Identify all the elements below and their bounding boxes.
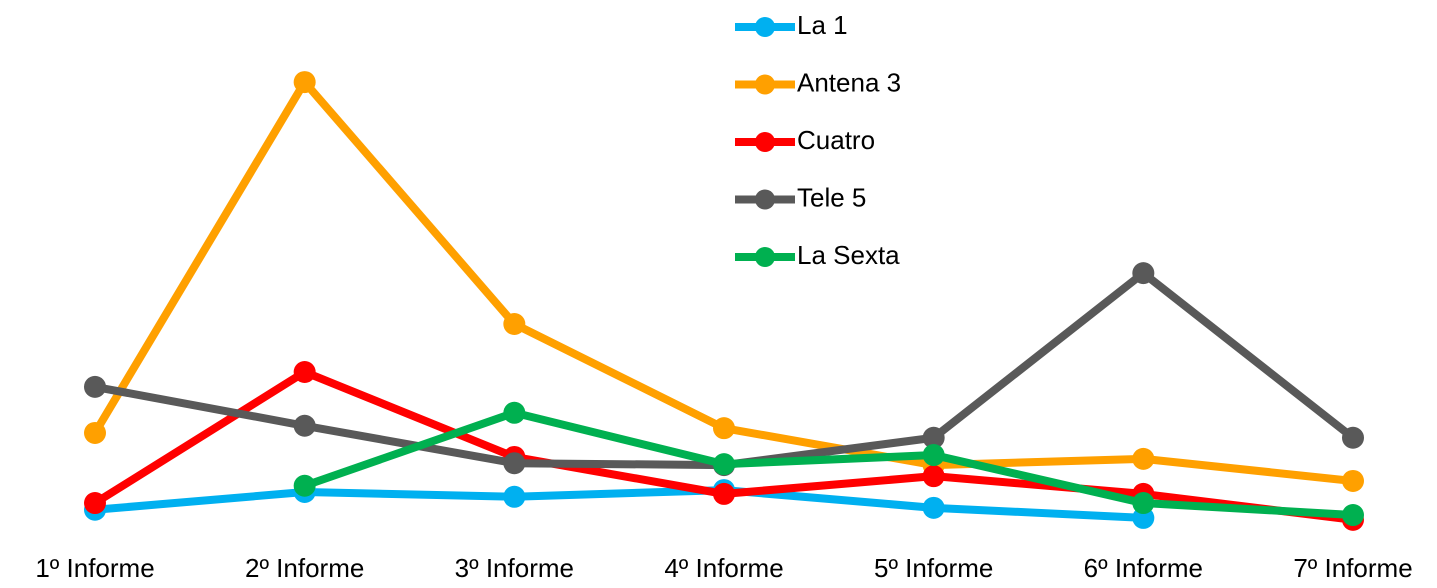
series-marker xyxy=(503,401,526,424)
series-line xyxy=(303,408,1354,520)
x-tick-label: 7º Informe xyxy=(1293,553,1412,583)
series-marker xyxy=(1132,447,1155,470)
x-tick-label: 2º Informe xyxy=(245,553,364,583)
legend-label: La Sexta xyxy=(797,240,900,270)
series-marker xyxy=(1342,504,1364,527)
legend-marker xyxy=(755,132,775,152)
x-tick-label: 6º Informe xyxy=(1084,553,1203,583)
legend-marker xyxy=(755,74,775,95)
series-marker xyxy=(1342,469,1364,492)
series-marker xyxy=(503,485,526,508)
x-tick-label: 3º Informe xyxy=(455,553,574,583)
series-marker xyxy=(922,496,945,519)
series-marker xyxy=(713,482,735,505)
series-marker xyxy=(713,417,735,440)
series-marker xyxy=(293,361,316,383)
legend-marker xyxy=(755,247,775,267)
series-marker xyxy=(293,71,316,94)
series-marker xyxy=(84,375,106,398)
series-marker xyxy=(1132,492,1155,515)
series-marker xyxy=(84,421,106,444)
series-marker xyxy=(293,414,316,437)
series-marker xyxy=(293,474,316,497)
x-tick-label: 4º Informe xyxy=(664,553,783,583)
series-marker xyxy=(922,444,945,467)
legend-marker xyxy=(755,189,775,210)
series-marker xyxy=(1342,426,1364,449)
legend-label: Tele 5 xyxy=(797,182,866,212)
x-tick-label: 5º Informe xyxy=(874,553,993,583)
series-marker xyxy=(503,452,526,475)
series-marker xyxy=(922,426,945,449)
series-marker xyxy=(503,313,526,335)
legend-label: Antena 3 xyxy=(797,67,901,97)
series-marker xyxy=(713,453,735,476)
legend-label: Cuatro xyxy=(797,125,875,155)
series-line xyxy=(94,486,1144,522)
series-marker xyxy=(84,492,106,515)
series-marker xyxy=(1132,262,1155,285)
legend-marker xyxy=(755,17,775,37)
x-tick-label: 1º Informe xyxy=(35,553,154,583)
series-marker xyxy=(922,465,945,488)
legend-label: La 1 xyxy=(797,10,848,40)
